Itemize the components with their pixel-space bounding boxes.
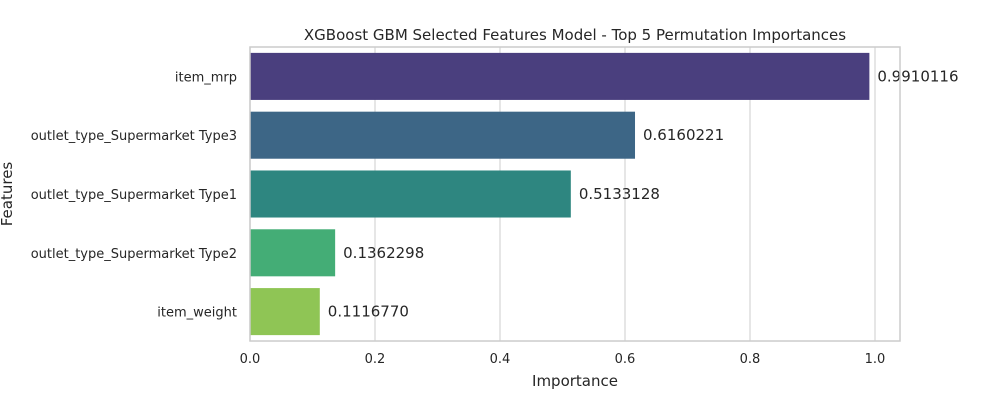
data-label: 0.1362298 <box>343 244 424 262</box>
data-label: 0.6160221 <box>643 126 724 144</box>
bar <box>250 111 636 159</box>
y-tick-label: outlet_type_Supermarket Type1 <box>31 188 237 203</box>
y-axis-label: Features <box>0 162 16 227</box>
x-tick-labels: 0.0 0.2 0.4 0.6 0.8 1.0 <box>240 352 886 367</box>
y-tick-label: item_mrp <box>175 70 237 85</box>
x-axis-label: Importance <box>532 372 618 390</box>
x-tick-label: 0.4 <box>490 352 511 367</box>
y-tick-label: item_weight <box>157 306 237 321</box>
bar <box>250 288 320 336</box>
x-tick-label: 1.0 <box>865 352 886 367</box>
plot-frame <box>249 46 901 342</box>
bars <box>250 52 870 336</box>
bar <box>250 52 870 100</box>
data-label: 0.9910116 <box>877 67 958 85</box>
bar <box>250 170 571 218</box>
x-tick-label: 0.2 <box>365 352 386 367</box>
x-tick-label: 0.8 <box>740 352 761 367</box>
chart-title: XGBoost GBM Selected Features Model - To… <box>304 26 846 44</box>
data-labels: 0.9910116 0.6160221 0.5133128 0.1362298 0.11… <box>328 67 959 320</box>
y-tick-label: outlet_type_Supermarket Type2 <box>31 247 237 262</box>
bar <box>250 229 336 277</box>
y-tick-labels: item_mrp outlet_type_Supermarket Type3 out… <box>31 70 237 320</box>
x-tick-label: 0.6 <box>615 352 636 367</box>
y-tick-label: outlet_type_Supermarket Type3 <box>31 129 237 144</box>
x-tick-label: 0.0 <box>240 352 261 367</box>
data-label: 0.5133128 <box>579 185 660 203</box>
data-label: 0.1116770 <box>328 303 409 321</box>
